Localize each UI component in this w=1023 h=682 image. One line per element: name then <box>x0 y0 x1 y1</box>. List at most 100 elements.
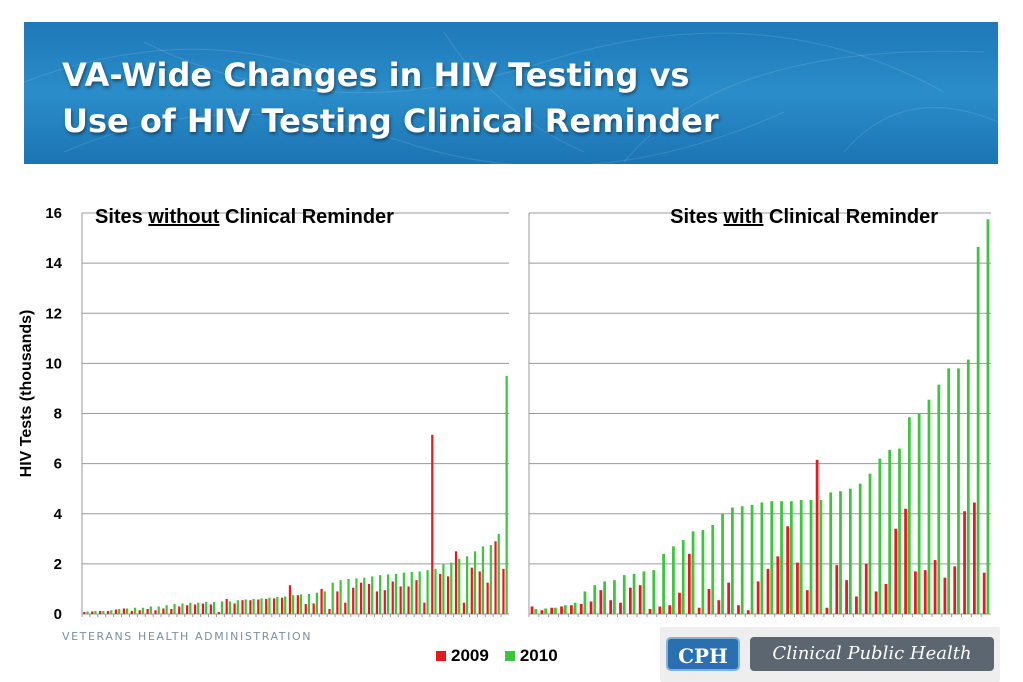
y-tick-label-12: 12 <box>45 305 62 322</box>
bar-2010-with-20 <box>731 507 734 614</box>
bar-2009-without-30 <box>320 588 323 614</box>
bar-2010-without-29 <box>315 592 318 614</box>
bar-2009-with-43 <box>953 566 957 614</box>
panel-title-part: Sites <box>95 206 148 228</box>
bar-2009-without-17 <box>217 611 220 614</box>
legend-swatch-2010 <box>504 651 515 661</box>
bar-2009-without-45 <box>439 573 442 614</box>
bar-2009-with-7 <box>599 590 603 614</box>
bar-2010-without-51 <box>489 545 492 614</box>
bar-2010-with-0 <box>534 608 538 614</box>
footer-org: VETERANS HEALTH ADMINISTRATION <box>62 630 313 643</box>
bar-2010-without-19 <box>236 600 239 614</box>
page-title: VA-Wide Changes in HIV Testing vs Use of… <box>62 52 719 144</box>
bar-2009-with-16 <box>687 553 691 614</box>
bar-2009-with-34 <box>864 563 868 614</box>
bar-2009-with-13 <box>658 606 662 614</box>
bar-2009-without-50 <box>478 571 481 614</box>
bar-2010-without-5 <box>125 608 129 614</box>
bar-2010-without-34 <box>355 578 358 614</box>
bar-2010-without-40 <box>402 572 405 614</box>
bar-2009-with-23 <box>756 581 760 614</box>
bar-2010-without-42 <box>418 571 421 614</box>
bar-2010-without-17 <box>220 601 224 614</box>
bar-2010-with-11 <box>642 571 646 614</box>
panel-title-part: Sites <box>670 206 723 228</box>
bar-2009-without-10 <box>162 608 165 614</box>
bar-2009-without-23 <box>265 598 268 614</box>
bar-2009-without-6 <box>130 610 133 614</box>
panel-title-part: without <box>147 206 219 228</box>
bar-2009-with-32 <box>845 580 848 614</box>
bar-2010-without-28 <box>307 593 311 614</box>
bar-2009-with-29 <box>815 459 819 614</box>
bar-2010-without-15 <box>205 601 208 614</box>
bar-2009-with-6 <box>589 601 593 614</box>
bar-2010-with-34 <box>868 473 872 614</box>
bar-2010-without-38 <box>386 574 390 614</box>
bar-2009-with-41 <box>933 560 937 614</box>
bar-2010-without-23 <box>268 597 271 614</box>
bar-2009-without-14 <box>193 604 197 614</box>
bar-2009-without-36 <box>367 583 371 614</box>
bar-2009-with-46 <box>982 572 986 614</box>
bar-2009-without-8 <box>146 608 149 614</box>
bar-2009-with-17 <box>697 607 701 614</box>
bar-2009-without-5 <box>122 608 125 614</box>
bar-2010-without-35 <box>363 577 366 614</box>
bar-2009-with-40 <box>923 570 927 614</box>
logo-abbr: CPH <box>666 637 740 671</box>
bar-2010-without-14 <box>197 602 200 614</box>
bar-2009-without-2 <box>99 610 102 614</box>
legend-label-2010: 2010 <box>519 646 558 665</box>
bar-2009-with-24 <box>766 568 770 614</box>
bar-2009-with-19 <box>717 600 721 614</box>
bar-2010-with-37 <box>898 448 901 614</box>
bar-2009-with-22 <box>746 610 750 614</box>
bar-2010-without-6 <box>133 607 137 614</box>
bar-2010-without-41 <box>410 571 413 614</box>
bar-2010-with-15 <box>681 540 685 614</box>
bar-2010-without-52 <box>497 533 500 614</box>
bar-2009-with-15 <box>678 592 681 614</box>
bar-2009-with-45 <box>973 502 976 614</box>
legend-label-2009: 2009 <box>451 646 489 665</box>
panel-title-part: Clinical Reminder <box>219 206 394 228</box>
bar-2009-with-36 <box>884 583 888 614</box>
bar-2009-without-4 <box>114 609 118 614</box>
bar-2010-without-49 <box>473 551 477 614</box>
bar-2010-with-17 <box>701 530 705 614</box>
bar-2010-without-48 <box>466 556 469 614</box>
y-tick-label-4: 4 <box>54 506 63 523</box>
bar-2010-without-0 <box>86 611 89 614</box>
bar-2010-without-43 <box>426 570 429 614</box>
bar-2009-without-11 <box>170 608 173 614</box>
panel-title-part: with <box>723 206 764 228</box>
bar-2009-with-5 <box>579 603 583 614</box>
bar-2009-with-4 <box>569 605 573 614</box>
bar-2009-without-34 <box>352 587 355 614</box>
bar-2010-without-16 <box>212 601 216 614</box>
bar-2009-with-12 <box>648 608 652 614</box>
bar-2009-without-12 <box>178 606 181 614</box>
bar-2009-with-11 <box>638 585 642 614</box>
title-line-2: Use of HIV Testing Clinical Reminder <box>62 102 719 140</box>
bar-2010-with-27 <box>799 499 803 614</box>
banner-texture <box>24 31 998 164</box>
y-tick-label-0: 0 <box>54 606 62 623</box>
bar-2009-with-8 <box>609 600 613 614</box>
bar-2010-without-53 <box>505 375 508 614</box>
bar-2009-without-38 <box>383 590 386 614</box>
bar-2009-without-49 <box>470 567 473 614</box>
bar-2010-with-14 <box>672 546 675 614</box>
bar-2009-without-28 <box>304 603 307 614</box>
bar-2009-without-39 <box>391 581 394 614</box>
bar-2010-with-16 <box>691 531 695 614</box>
bar-2009-without-40 <box>399 586 402 614</box>
bar-2010-without-26 <box>292 595 295 614</box>
bar-2009-with-42 <box>943 577 947 614</box>
bar-2010-without-47 <box>458 558 461 614</box>
legend-swatch-2009 <box>436 651 446 661</box>
bar-2009-without-26 <box>288 585 292 614</box>
